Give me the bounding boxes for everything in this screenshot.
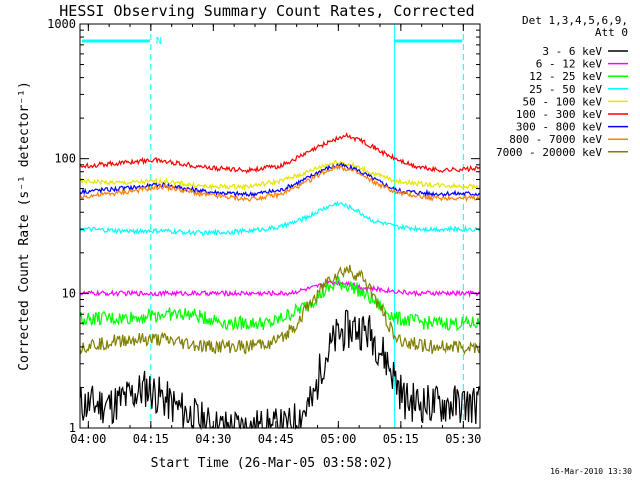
x-tick-label: 04:15 [133, 432, 169, 446]
y-tick-label: 100 [54, 152, 76, 166]
legend-header: Det 1,3,4,5,6,9, [522, 14, 628, 27]
x-tick-label: 05:00 [320, 432, 356, 446]
x-tick-label: 04:45 [258, 432, 294, 446]
legend-header: Att 0 [595, 26, 628, 39]
x-tick-label: 04:30 [195, 432, 231, 446]
legend-label: 7000 - 20000 keV [496, 146, 602, 159]
footer-date: 16-Mar-2010 13:30 [550, 467, 632, 476]
series-line [79, 264, 481, 356]
y-axis-label-group: Corrected Count Rate (s⁻¹ detector⁻¹) [17, 81, 32, 371]
x-axis-label: Start Time (26-Mar-05 03:58:02) [151, 456, 394, 471]
series-layer [79, 132, 481, 431]
series-line [79, 164, 481, 203]
legend-label: 12 - 25 keV [529, 70, 602, 83]
series-line [79, 309, 481, 431]
series-line [79, 276, 481, 332]
x-tick-label: 04:00 [70, 432, 106, 446]
x-tick-label: 05:30 [445, 432, 481, 446]
legend-label: 50 - 100 keV [523, 95, 603, 108]
y-tick-label: 10 [62, 286, 76, 300]
plot-frame [79, 23, 481, 429]
x-tick-label: 05:15 [383, 432, 419, 446]
legend-label: 25 - 50 keV [529, 83, 602, 96]
y-tick-label: 1 [69, 421, 76, 435]
series-line [79, 162, 481, 198]
axes: 04:00 04:15 04:30 04:45 05:00 05:15 05:30 1 10 10… [47, 17, 481, 446]
night-marker-label: N [156, 36, 162, 47]
series-line [79, 159, 481, 192]
legend-label: 3 - 6 keV [542, 45, 602, 58]
series-line [79, 132, 481, 174]
chart-title: HESSI Observing Summary Count Rates, Cor… [59, 2, 474, 20]
series-line [79, 200, 481, 237]
y-axis-label: Corrected Count Rate (s⁻¹ detector⁻¹) [17, 81, 32, 371]
y-tick-label: 1000 [47, 17, 76, 31]
legend-label: 300 - 800 keV [516, 121, 602, 134]
legend-label: 800 - 7000 keV [509, 133, 602, 146]
series-line [79, 278, 481, 298]
legend-label: 100 - 300 keV [516, 108, 602, 121]
legend-label: 6 - 12 keV [536, 58, 603, 71]
